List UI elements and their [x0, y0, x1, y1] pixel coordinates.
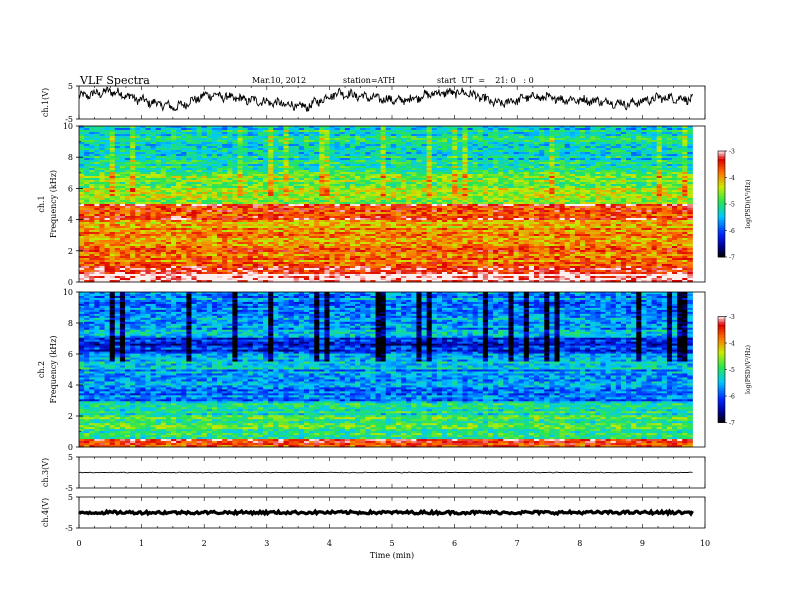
date-label: Mar.10, 2012: [252, 76, 306, 85]
vlf-spectra-figure: VLF Spectra Mar.10, 2012 station=ATH sta…: [0, 0, 792, 612]
y-axis-label: ch.1(V): [41, 88, 50, 117]
ch1-waveform-panel: 5-5ch.1(V): [41, 82, 705, 124]
start-time-label: start UT = 21: 0 : 0: [437, 76, 534, 85]
ch1-waveform-line: [79, 87, 693, 111]
figure-title: VLF Spectra: [79, 74, 150, 87]
spectrogram-cells: [79, 126, 693, 282]
y-tick-label: 5: [68, 82, 73, 91]
station-label: station=ATH: [343, 76, 395, 85]
